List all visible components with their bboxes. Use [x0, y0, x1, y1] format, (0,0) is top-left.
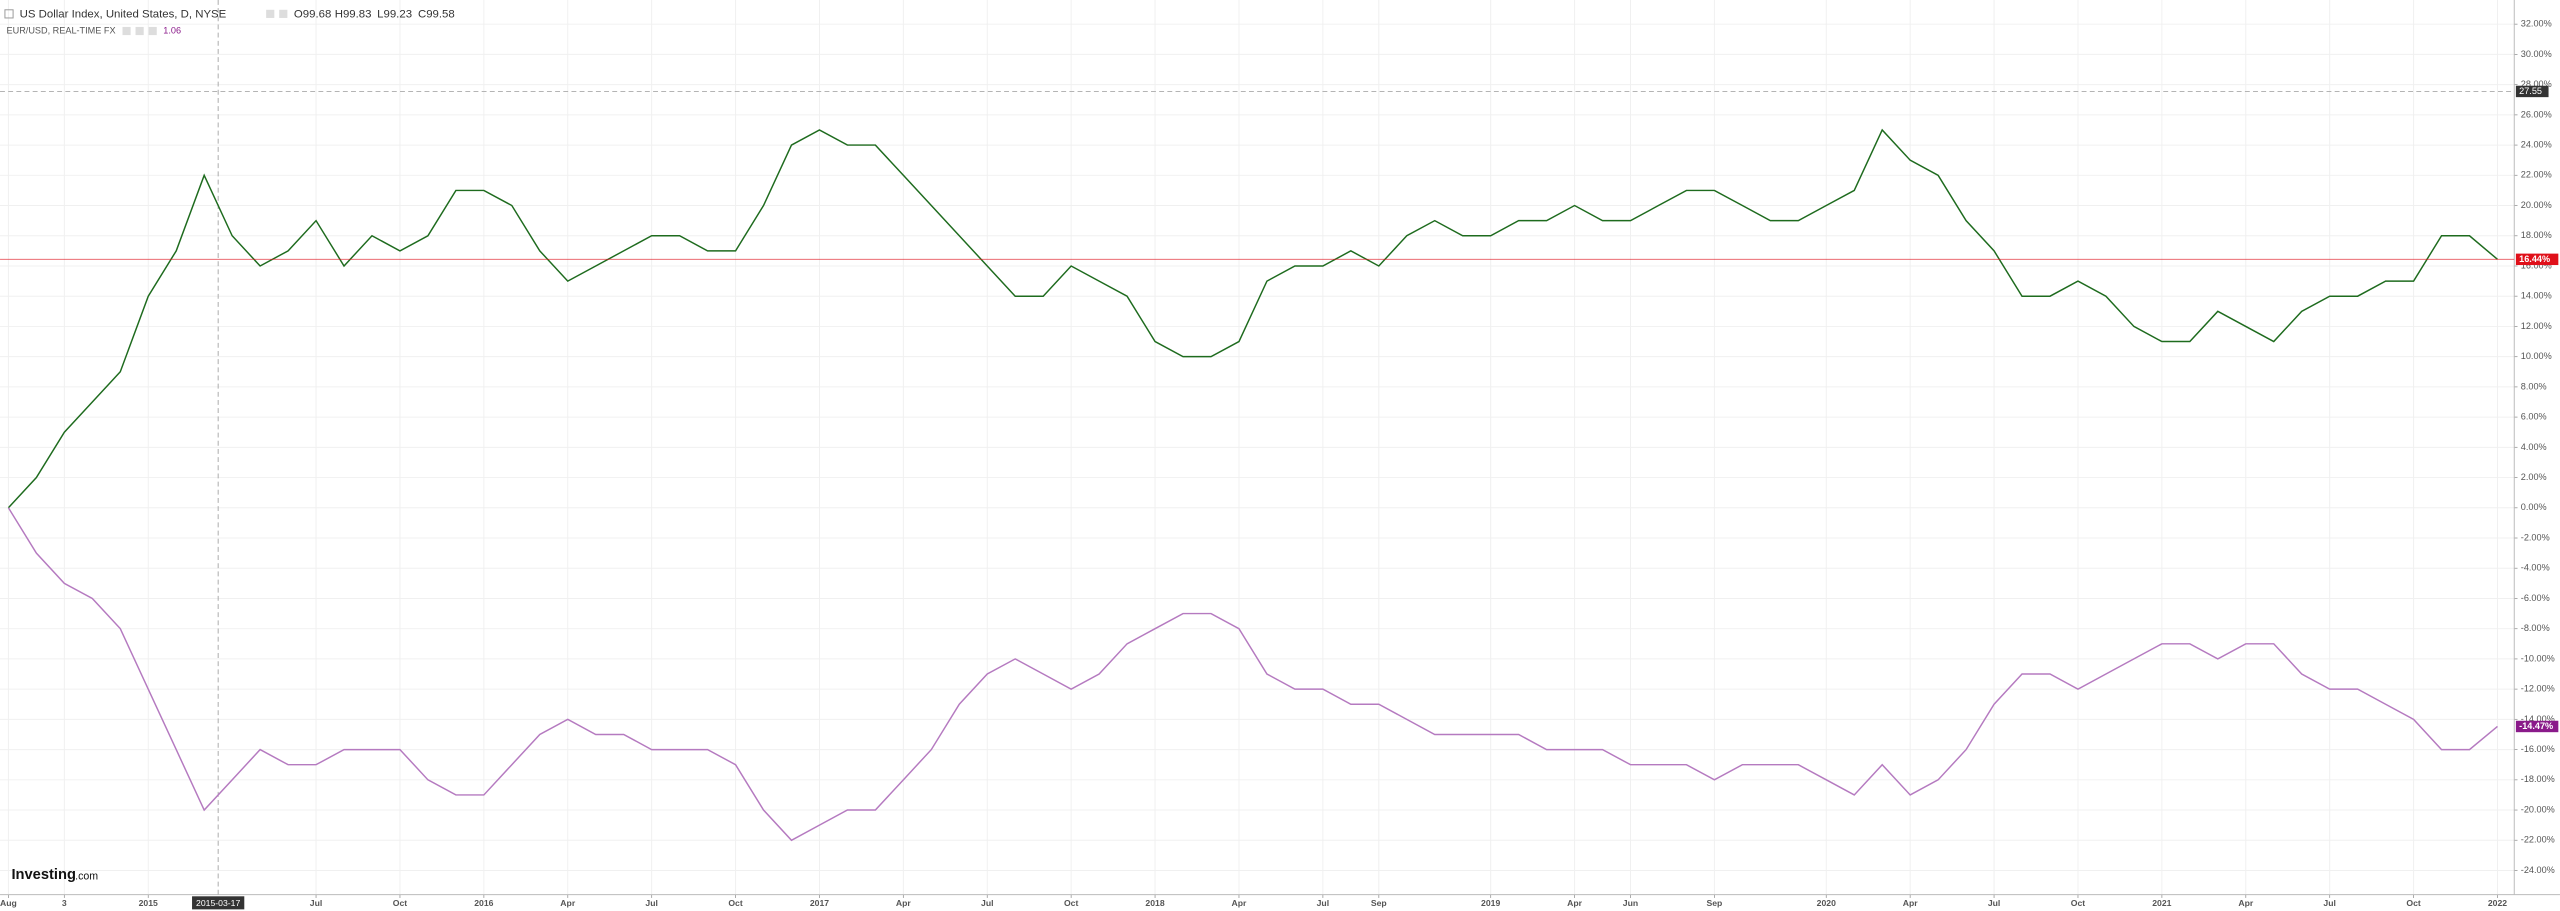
x-tick-label: Sep [1371, 898, 1387, 908]
y-tick-label: 18.00% [2521, 230, 2552, 240]
x-tick-label: 3 [62, 898, 67, 908]
x-tick-label: 2019 [1481, 898, 1500, 908]
x-tick-label: Apr [896, 898, 912, 908]
x-tick-label: 2018 [1145, 898, 1164, 908]
x-tick-label: Apr [1567, 898, 1583, 908]
close-icon[interactable] [279, 9, 288, 18]
y-tick-label: -2.00% [2521, 532, 2550, 542]
ohlc-low: L99.23 [377, 9, 412, 21]
x-tick-label: 2022 [2488, 898, 2507, 908]
x-tick-label: Jul [981, 898, 993, 908]
y-tick-label: 2.00% [2521, 472, 2547, 482]
ohlc-high: H99.83 [335, 9, 372, 21]
x-tick-label: Apr [2238, 898, 2254, 908]
x-tick-label: 2017 [810, 898, 829, 908]
x-tick-label: Jul [2323, 898, 2335, 908]
crosshair-y-label: 27.55 [2519, 86, 2542, 96]
collapse-icon[interactable] [4, 9, 14, 19]
compare-title: EUR/USD, REAL-TIME FX [7, 25, 116, 35]
y-tick-label: 10.00% [2521, 351, 2552, 361]
x-tick-label: Oct [2406, 898, 2421, 908]
x-tick-label: Jul [1988, 898, 2000, 908]
compare-icon[interactable] [148, 26, 157, 36]
logo-suffix: .com [75, 871, 98, 883]
y-tick-label: -10.00% [2521, 653, 2555, 663]
ohlc-close: C99.58 [418, 9, 455, 21]
y-tick-label: -8.00% [2521, 623, 2550, 633]
y-tick-label: 14.00% [2521, 291, 2552, 301]
x-tick-label: Oct [393, 898, 408, 908]
x-tick-label: Oct [728, 898, 743, 908]
compare-icon[interactable] [135, 26, 144, 36]
last-value-label: -14.47% [2519, 721, 2553, 731]
x-tick-label: Sep [1706, 898, 1722, 908]
y-tick-label: 26.00% [2521, 109, 2552, 119]
series-line [7, 128, 2498, 509]
y-tick-label: -6.00% [2521, 593, 2550, 603]
x-tick-label: 2021 [2152, 898, 2171, 908]
y-tick-label: 16.00% [2521, 260, 2552, 270]
y-tick-label: 12.00% [2521, 321, 2552, 331]
x-tick-label: Aug [0, 898, 17, 908]
y-tick-label: 6.00% [2521, 412, 2547, 422]
x-tick-label: 2016 [474, 898, 493, 908]
compare-icon[interactable] [122, 26, 131, 36]
y-tick-label: -14.00% [2521, 714, 2555, 724]
x-tick-label: Jul [310, 898, 322, 908]
y-tick-label: 22.00% [2521, 170, 2552, 180]
x-tick-label: Apr [560, 898, 576, 908]
x-tick-label: Apr [1903, 898, 1919, 908]
x-tick-label: 2015 [139, 898, 158, 908]
crosshair-y-box [2515, 85, 2549, 98]
y-tick-label: -12.00% [2521, 684, 2555, 694]
last-value-box [2515, 253, 2559, 266]
last-value-label: 16.44% [2519, 254, 2550, 264]
settings-icon[interactable] [266, 9, 275, 18]
logo-text: Investing [11, 867, 75, 883]
crosshair-x-label: 2015-03-17 [196, 898, 240, 908]
y-tick-label: -20.00% [2521, 804, 2555, 814]
x-tick-label: Jun [1623, 898, 1638, 908]
y-tick-label: 0.00% [2521, 502, 2547, 512]
compare-value: 1.06 [163, 25, 181, 35]
y-tick-label: 20.00% [2521, 200, 2552, 210]
x-tick-label: Jul [1317, 898, 1329, 908]
y-tick-label: -22.00% [2521, 835, 2555, 845]
x-tick-label: Oct [1064, 898, 1079, 908]
y-tick-label: 4.00% [2521, 442, 2547, 452]
ohlc-open: O99.68 [294, 9, 331, 21]
y-tick-label: -24.00% [2521, 865, 2555, 875]
x-tick-label: Oct [2071, 898, 2086, 908]
y-tick-label: 24.00% [2521, 140, 2552, 150]
x-tick-label: Jul [645, 898, 657, 908]
y-tick-label: 8.00% [2521, 381, 2547, 391]
x-tick-label: 2020 [1817, 898, 1836, 908]
symbol-title: US Dollar Index, United States, D, NYSE [20, 9, 227, 21]
y-tick-label: -4.00% [2521, 563, 2550, 573]
y-tick-label: 28.00% [2521, 79, 2552, 89]
last-value-box [2515, 720, 2559, 733]
crosshair-x-box [192, 896, 245, 910]
series-line [7, 507, 2498, 842]
y-tick-label: -18.00% [2521, 774, 2555, 784]
x-tick-label: Apr [1232, 898, 1248, 908]
header: US Dollar Index, United States, D, NYSE … [4, 9, 455, 36]
y-tick-label: 32.00% [2521, 19, 2552, 29]
logo: Investing .com [11, 867, 98, 883]
y-tick-label: 30.00% [2521, 49, 2552, 59]
y-tick-label: -16.00% [2521, 744, 2555, 754]
